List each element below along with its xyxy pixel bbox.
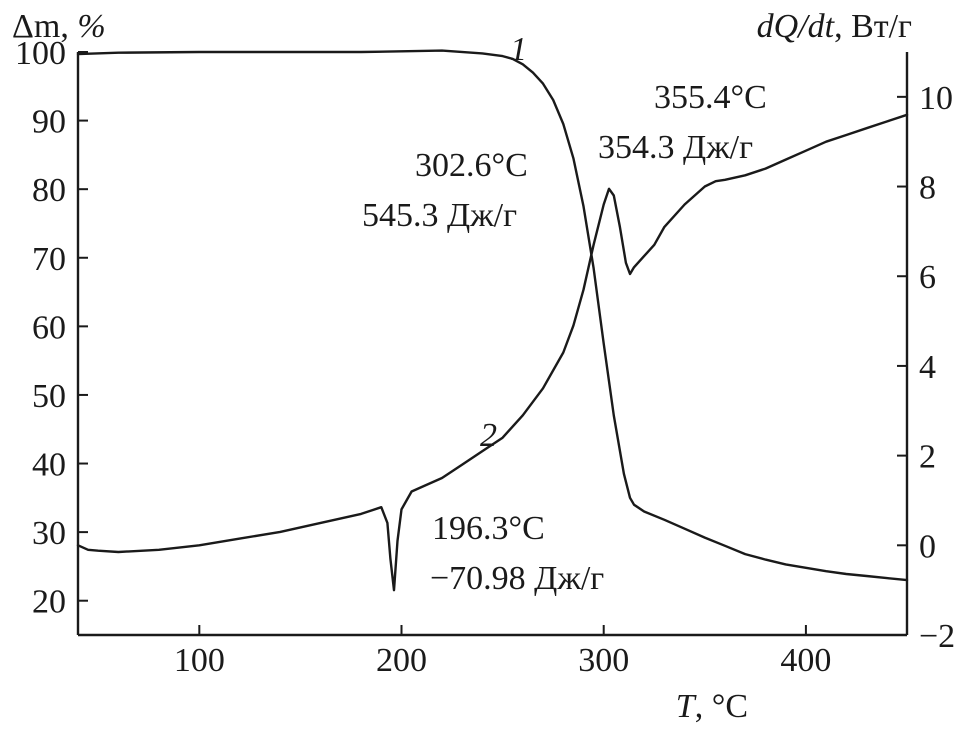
y-left-var: Δm (12, 8, 60, 45)
y-right-tick-label: 10 (919, 80, 953, 117)
annotation-peak-355-heat: 354.3 Дж/г (598, 129, 753, 166)
x-tick-label: 400 (780, 642, 831, 679)
series-line-2 (76, 113, 909, 592)
y-right-unit: Вт/г (851, 8, 912, 45)
y-right-tick-label: 8 (919, 170, 936, 207)
y-left-tick-label: 80 (32, 172, 66, 209)
y-left-unit: % (77, 8, 105, 45)
y-left-sep: , (60, 8, 77, 45)
y-left-tick-label: 90 (32, 104, 66, 141)
annotation-peak-302-heat: 545.3 Дж/г (362, 197, 517, 234)
x-var: T (676, 688, 697, 725)
annotation-peak-196-temp: 196.3°C (432, 510, 545, 547)
x-tick-label: 200 (376, 642, 427, 679)
x-tick-label: 100 (174, 642, 225, 679)
y-left-tick-label: 40 (32, 447, 66, 484)
x-axis-title: T, °C (676, 688, 748, 725)
y-left-tick-label: 70 (32, 241, 66, 278)
y-right-tick-label: −2 (919, 618, 955, 655)
y-left-tick-label: 50 (32, 378, 66, 415)
x-tick-label: 300 (578, 642, 629, 679)
curve-group (76, 49, 909, 592)
series-line-1 (76, 49, 909, 582)
y-axis-left-title: Δm, % (12, 8, 106, 45)
y-left-tick-label: 30 (32, 515, 66, 552)
y-axis-right-title: dQ/dt, Вт/г (757, 8, 912, 45)
annotation-peak-355-temp: 355.4°C (654, 79, 767, 116)
annotation-peak-302-temp: 302.6°C (415, 147, 528, 184)
curve-label-2: 2 (480, 417, 497, 454)
y-left-tick-label: 20 (32, 584, 66, 621)
x-unit: °C (712, 688, 748, 725)
x-sep: , (695, 688, 712, 725)
curve-label-1: 1 (510, 31, 527, 68)
y-right-tick-label: 0 (919, 528, 936, 565)
tick-group: 100 200 300 400 20 30 40 50 60 70 80 90 100 −2 0 2 4 6 8 10 (15, 35, 955, 679)
annotation-peak-196-heat: −70.98 Дж/г (430, 560, 604, 597)
y-right-tick-label: 2 (919, 439, 936, 476)
y-left-tick-label: 100 (15, 35, 66, 72)
y-right-tick-label: 6 (919, 259, 936, 296)
y-left-tick-label: 60 (32, 309, 66, 346)
y-right-tick-label: 4 (919, 349, 936, 386)
y-right-var: dQ/dt (757, 8, 836, 45)
y-right-sep: , (834, 8, 851, 45)
